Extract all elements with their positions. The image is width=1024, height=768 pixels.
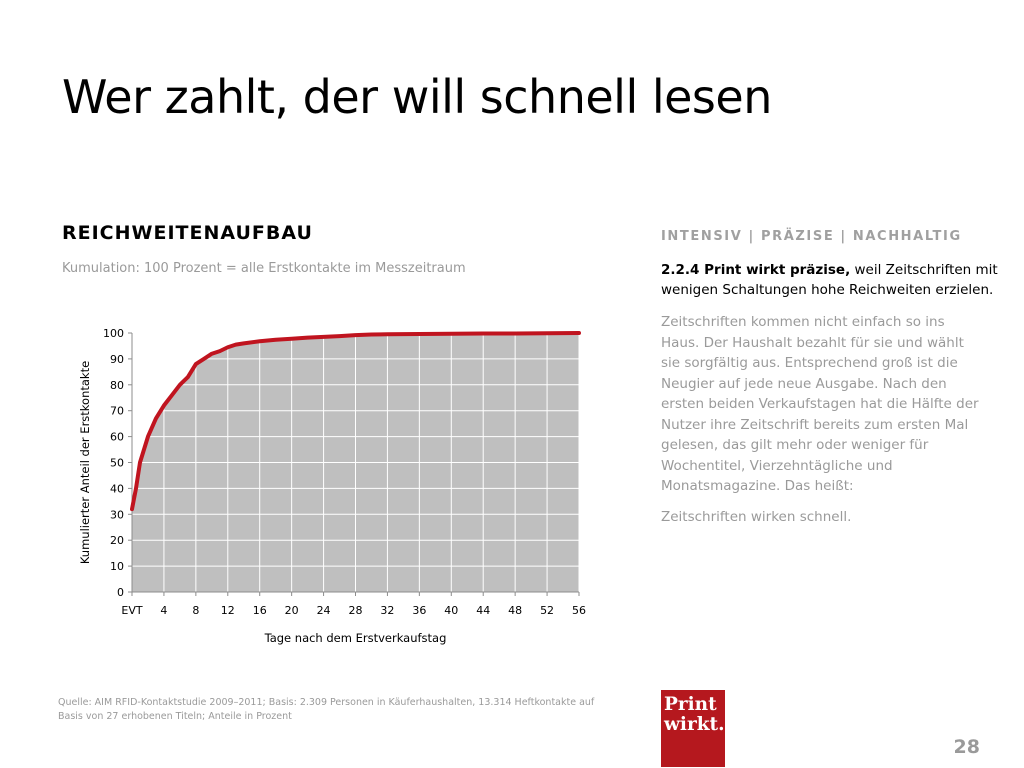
x-tick-label: 40 — [444, 604, 458, 617]
lead-bold: 2.2.4 Print wirkt präzise, — [661, 262, 851, 278]
x-tick-label: 20 — [285, 604, 299, 617]
lead-rest: weil Zeitschriften mit wenigen Schaltung… — [661, 262, 998, 298]
x-tick-label: 44 — [476, 604, 490, 617]
logo-line-2: wirkt. — [664, 714, 725, 735]
chart-subtitle: Kumulation: 100 Prozent = alle Erstkonta… — [62, 261, 466, 276]
x-tick-label: EVT — [121, 604, 142, 617]
y-tick-label: 100 — [103, 327, 124, 340]
x-tick-label: 12 — [221, 604, 235, 617]
y-tick-label: 0 — [117, 586, 124, 599]
y-tick-label: 10 — [110, 560, 124, 573]
y-tick-label: 70 — [110, 405, 124, 418]
y-tick-label: 60 — [110, 431, 124, 444]
x-tick-label: 16 — [253, 604, 267, 617]
x-axis-title: Tage nach dem Erstverkaufstag — [264, 631, 447, 645]
body-paragraph: Zeitschriften kommen nicht einfach so in… — [661, 314, 979, 494]
x-tick-label: 8 — [192, 604, 199, 617]
print-wirkt-logo: Print wirkt. — [661, 690, 725, 767]
y-tick-label: 80 — [110, 379, 124, 392]
y-tick-label: 40 — [110, 482, 124, 495]
x-tick-label: 32 — [380, 604, 394, 617]
x-tick-label: 4 — [160, 604, 167, 617]
y-tick-label: 20 — [110, 534, 124, 547]
x-tick-label: 36 — [412, 604, 426, 617]
x-tick-label: 24 — [317, 604, 331, 617]
slide-title: Wer zahlt, der will schnell lesen — [62, 70, 772, 124]
y-tick-label: 30 — [110, 508, 124, 521]
x-tick-label: 48 — [508, 604, 522, 617]
lead-paragraph: 2.2.4 Print wirkt präzise, weil Zeitschr… — [661, 260, 1006, 300]
conclusion-text: Zeitschriften wirken schnell. — [661, 509, 852, 525]
source-note: Quelle: AIM RFID-Kontaktstudie 2009–2011… — [58, 697, 595, 722]
y-tick-label: 90 — [110, 353, 124, 366]
section-tagline: INTENSIV | PRÄZISE | NACHHALTIG — [661, 229, 962, 244]
x-tick-label: 52 — [540, 604, 554, 617]
y-axis-title: Kumulierter Anteil der Erstkontakte — [78, 361, 92, 564]
x-tick-label: 56 — [572, 604, 586, 617]
page-number: 28 — [953, 736, 980, 758]
y-tick-label: 50 — [110, 457, 124, 470]
chart-heading: REICHWEITENAUFBAU — [62, 222, 313, 244]
logo-line-1: Print — [664, 694, 717, 715]
series-line — [130, 331, 581, 512]
x-tick-label: 28 — [349, 604, 363, 617]
